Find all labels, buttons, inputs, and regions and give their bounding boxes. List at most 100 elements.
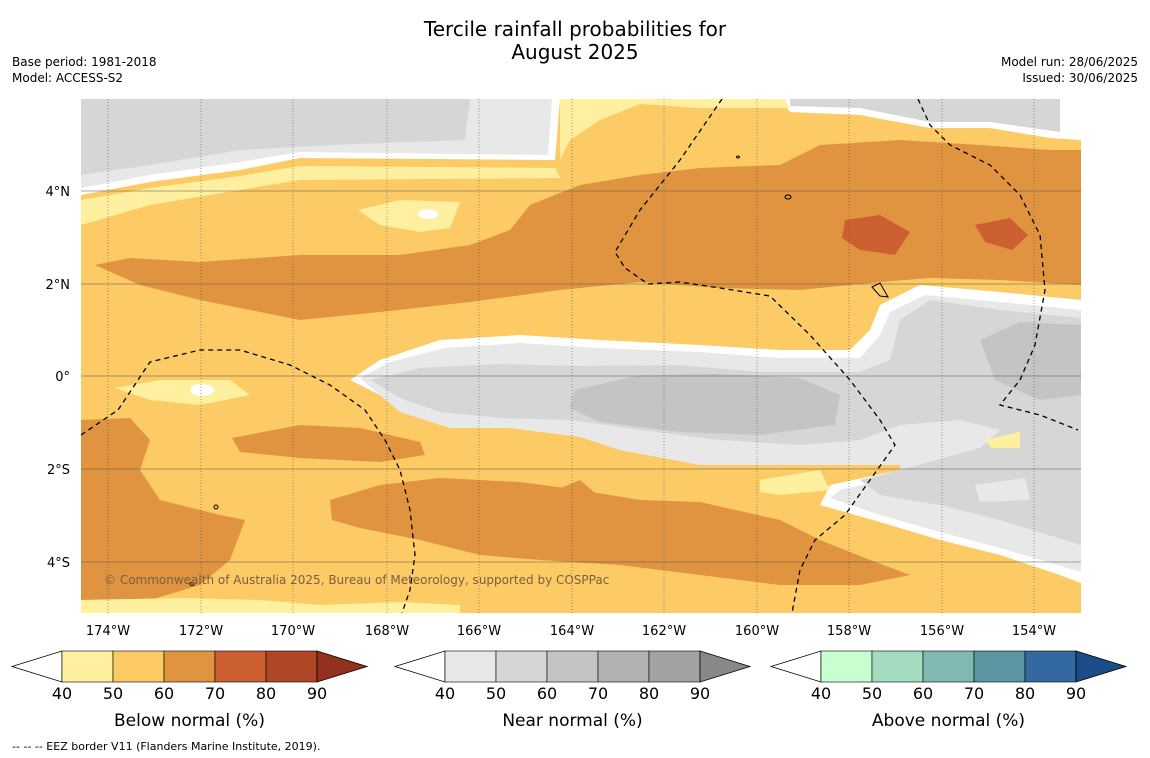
eez-borders [81,99,1079,613]
colorbar-tick: 50 [486,684,506,703]
below-40-equator [115,380,250,405]
lon-label: 168°W [365,624,409,639]
colorbar-tick: 80 [1015,684,1035,703]
below-40-band-n [560,99,790,160]
lon-label: 172°W [179,624,223,639]
colorbar-segment [546,650,599,683]
lon-label: 160°W [735,624,779,639]
below-40-strip-se [760,470,830,495]
colorbar: 40 50 60 70 80 90 Above normal (%) [769,650,1128,731]
colorbar-label: Above normal (%) [872,711,1025,731]
colorbar-segment [973,650,1026,683]
title-line-2: August 2025 [511,40,639,64]
colorbar-tick: 70 [205,684,225,703]
below-60-region-sw [81,418,245,600]
below-60-band-s1 [232,425,425,462]
colorbar-segment [61,650,114,683]
below-70-spot-a [842,215,910,255]
near-normal-60-central [570,374,840,435]
model-name: Model: ACCESS-S2 [12,71,124,85]
island-c [213,504,219,510]
colorbar-segment [444,650,497,683]
colorbar-tick: 60 [913,684,933,703]
island-b [871,282,889,298]
below-40-blob [358,200,460,232]
colorbar-tick: 80 [256,684,276,703]
colorbar-segment [163,650,216,683]
near-normal-region-ne [790,99,1060,132]
white-spot-2 [190,384,214,396]
colorbar-tick: 40 [435,684,455,703]
colorbar-tick: 90 [1066,684,1086,703]
islands [189,155,889,586]
colorbar-tick: 80 [639,684,659,703]
island-e [736,155,740,159]
colorbar-segment [871,650,924,683]
lon-label: 162°W [642,624,686,639]
below-60-band-north [95,140,1081,320]
map-area: © Commonwealth of Australia 2025, Bureau… [81,99,1081,613]
colorbar-extend-low [393,650,446,683]
eez-footnote: -- -- -- EEZ border V11 (Flanders Marine… [12,740,321,753]
colorbar-segment [597,650,650,683]
colorbar-tick: 90 [690,684,710,703]
below-60-spot-s [556,480,594,500]
lon-label: 156°W [920,624,964,639]
colorbar: 40 50 60 70 80 90 Below normal (%) [10,650,369,731]
colorbar-tick: 40 [811,684,831,703]
latitude-labels: 4°N 2°N 0° 2°S 4°S [46,185,71,571]
colorbar-segment [214,650,267,683]
colorbar-segment [265,650,318,683]
lat-label: 4°N [46,185,71,200]
chart-title: Tercile rainfall probabilities for Augus… [0,18,1150,64]
meta-right: Model run: 28/06/2025 Issued: 30/06/2025 [1001,54,1138,86]
lon-label: 174°W [86,624,130,639]
colorbar-tick: 70 [964,684,984,703]
colorbar-tick: 90 [307,684,327,703]
lon-label: 158°W [827,624,871,639]
below-40-band-nw [81,166,560,225]
eez-line-west [81,349,416,613]
colorbar-segment [1024,650,1077,683]
colorbar-tick: 60 [537,684,557,703]
colorbar-extend-low [769,650,822,683]
lon-label: 166°W [457,624,501,639]
colorbar-segment [112,650,165,683]
title-line-1: Tercile rainfall probabilities for [423,17,727,41]
graticule [81,99,1081,613]
below-40-strip-s [81,598,460,613]
colorbar-tick: 40 [52,684,72,703]
lat-label: 2°N [46,278,71,293]
lat-label: 0° [55,370,70,385]
colorbar-tick: 70 [588,684,608,703]
lon-label: 154°W [1012,624,1056,639]
near-normal-40-spot [975,478,1030,502]
colorbar-extend-high [316,650,369,683]
base-period: Base period: 1981-2018 [12,55,157,69]
below-60-band-s2 [330,478,910,585]
lat-label: 4°S [47,556,70,571]
near-normal-60-east [980,322,1081,400]
copyright-text: © Commonwealth of Australia 2025, Bureau… [104,573,609,587]
island-a [784,194,792,200]
colorbar-extend-high [1075,650,1128,683]
colorbar-tick: 50 [103,684,123,703]
colorbar-extend-high [699,650,752,683]
island-d [189,582,195,586]
lon-label: 164°W [550,624,594,639]
colorbar-segment [648,650,701,683]
model-run: Model run: 28/06/2025 [1000,55,1138,69]
colorbar-segment [820,650,873,683]
meta-left: Base period: 1981-2018 Model: ACCESS-S2 [12,54,157,86]
issued-date: Issued: 30/06/2025 [1022,71,1138,85]
colorbar: 40 50 60 70 80 90 Near normal (%) [393,650,752,731]
below-40-spot-east [985,432,1020,448]
eez-line-east [917,99,1079,431]
white-spot [418,209,438,219]
colorbar-extend-low [10,650,63,683]
lat-label: 2°S [47,463,70,478]
colorbars: 40 50 60 70 80 90 Below normal (%) 40 50 60 70 80 90… [10,650,1128,731]
colorbar-label: Near normal (%) [502,711,642,731]
near-normal-core-nw [81,99,470,175]
